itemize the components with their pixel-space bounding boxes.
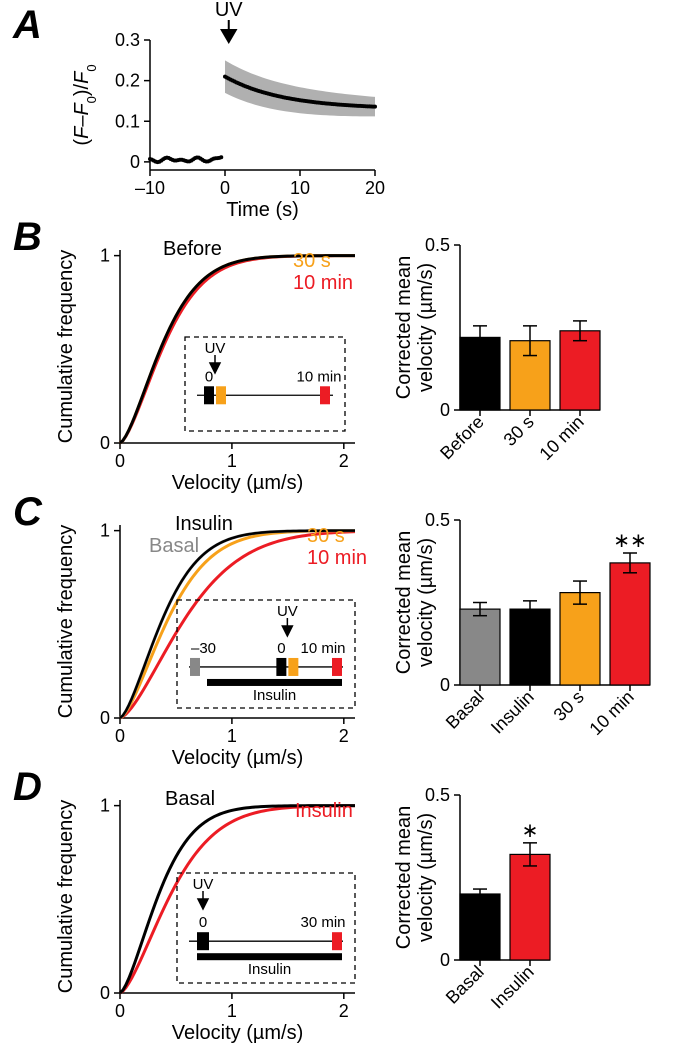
svg-text:–10: –10 bbox=[135, 178, 165, 198]
svg-text:0: 0 bbox=[115, 726, 125, 746]
panel-c-cdf: 01201Velocity (µm/s)Cumulative frequency… bbox=[45, 500, 375, 770]
svg-text:Insulin: Insulin bbox=[175, 513, 233, 535]
svg-text:0: 0 bbox=[277, 640, 285, 657]
svg-text:1: 1 bbox=[100, 796, 110, 816]
svg-text:20: 20 bbox=[365, 178, 385, 198]
svg-text:10 min: 10 min bbox=[293, 272, 353, 294]
svg-text:10 min: 10 min bbox=[585, 687, 637, 739]
svg-text:Basal: Basal bbox=[165, 788, 215, 810]
svg-text:Insulin: Insulin bbox=[295, 800, 353, 822]
svg-text:10 min: 10 min bbox=[296, 368, 341, 385]
svg-text:1: 1 bbox=[227, 1001, 237, 1021]
svg-text:Corrected meanvelocity (µm/s): Corrected meanvelocity (µm/s) bbox=[393, 531, 437, 674]
svg-text:0.5: 0.5 bbox=[425, 235, 450, 255]
svg-text:Velocity (µm/s): Velocity (µm/s) bbox=[172, 472, 304, 494]
svg-text:0.5: 0.5 bbox=[425, 785, 450, 805]
svg-text:Insulin: Insulin bbox=[248, 961, 291, 978]
svg-text:Corrected meanvelocity (µm/s): Corrected meanvelocity (µm/s) bbox=[393, 256, 437, 399]
svg-text:1: 1 bbox=[227, 726, 237, 746]
svg-text:0: 0 bbox=[115, 1001, 125, 1021]
svg-text:30 s: 30 s bbox=[293, 250, 331, 272]
svg-text:30 min: 30 min bbox=[300, 914, 345, 931]
svg-text:0: 0 bbox=[440, 675, 450, 695]
svg-text:1: 1 bbox=[100, 246, 110, 266]
svg-text:UV: UV bbox=[205, 340, 226, 357]
svg-text:10: 10 bbox=[290, 178, 310, 198]
svg-text:–30: –30 bbox=[191, 640, 216, 657]
svg-text:0: 0 bbox=[220, 178, 230, 198]
panel-b-cdf: 01201Velocity (µm/s)Cumulative frequency… bbox=[45, 225, 375, 495]
svg-text:0: 0 bbox=[130, 152, 140, 172]
panel-b-bars: 00.5Corrected meanvelocity (µm/s)Before3… bbox=[385, 225, 683, 495]
svg-text:0: 0 bbox=[440, 400, 450, 420]
svg-text:Cumulative frequency: Cumulative frequency bbox=[55, 250, 77, 443]
svg-text:Cumulative frequency: Cumulative frequency bbox=[55, 800, 77, 993]
svg-text:0.3: 0.3 bbox=[115, 30, 140, 50]
svg-text:UV: UV bbox=[277, 603, 298, 620]
svg-text:0.2: 0.2 bbox=[115, 71, 140, 91]
panel-d-bars: 00.5Corrected meanvelocity (µm/s)BasalIn… bbox=[385, 775, 683, 1045]
svg-text:Insulin: Insulin bbox=[253, 687, 296, 704]
svg-text:0: 0 bbox=[115, 451, 125, 471]
svg-text:2: 2 bbox=[339, 726, 349, 746]
svg-text:Before: Before bbox=[163, 238, 222, 260]
svg-text:Corrected meanvelocity (µm/s): Corrected meanvelocity (µm/s) bbox=[393, 806, 437, 949]
svg-text:Insulin: Insulin bbox=[487, 687, 538, 738]
panel-c-bars: 00.5Corrected meanvelocity (µm/s)BasalIn… bbox=[385, 500, 683, 770]
svg-text:10 min: 10 min bbox=[307, 547, 367, 569]
svg-text:(F–F0)/F0: (F–F0)/F0 bbox=[71, 64, 99, 145]
panel-letter-c: C bbox=[13, 490, 42, 535]
svg-text:2: 2 bbox=[339, 1001, 349, 1021]
svg-text:Velocity (µm/s): Velocity (µm/s) bbox=[172, 747, 304, 769]
svg-text:10 min: 10 min bbox=[300, 640, 345, 657]
svg-text:0.5: 0.5 bbox=[425, 510, 450, 530]
svg-text:∗∗: ∗∗ bbox=[613, 530, 647, 552]
svg-text:Basal: Basal bbox=[149, 535, 199, 557]
svg-text:2: 2 bbox=[339, 451, 349, 471]
svg-text:0: 0 bbox=[100, 433, 110, 453]
svg-text:UV: UV bbox=[215, 0, 243, 21]
svg-text:∗: ∗ bbox=[522, 820, 539, 842]
svg-text:Time (s): Time (s) bbox=[226, 199, 299, 220]
svg-text:30 s: 30 s bbox=[307, 525, 345, 547]
svg-text:0: 0 bbox=[440, 950, 450, 970]
svg-text:Velocity (µm/s): Velocity (µm/s) bbox=[172, 1022, 304, 1044]
svg-text:UV: UV bbox=[193, 876, 214, 893]
svg-text:Cumulative frequency: Cumulative frequency bbox=[55, 525, 77, 718]
svg-text:Insulin: Insulin bbox=[487, 962, 538, 1013]
panel-d-cdf: 01201Velocity (µm/s)Cumulative frequency… bbox=[45, 775, 375, 1045]
svg-text:1: 1 bbox=[100, 521, 110, 541]
panel-letter-b: B bbox=[13, 215, 42, 260]
svg-text:0: 0 bbox=[100, 708, 110, 728]
panel-letter-a: A bbox=[13, 3, 42, 48]
panel-letter-d: D bbox=[13, 765, 42, 810]
svg-text:0: 0 bbox=[199, 914, 207, 931]
svg-text:1: 1 bbox=[227, 451, 237, 471]
svg-text:10 min: 10 min bbox=[535, 412, 587, 464]
svg-text:30 s: 30 s bbox=[550, 687, 588, 725]
panel-a: –10 0 10 20 0 0.1 0.2 0.3 Time (s) (F–F0)/F0 UV bbox=[50, 0, 410, 220]
svg-text:0: 0 bbox=[100, 983, 110, 1003]
svg-text:0.1: 0.1 bbox=[115, 111, 140, 131]
svg-text:30 s: 30 s bbox=[500, 412, 538, 450]
svg-text:0: 0 bbox=[205, 368, 213, 385]
